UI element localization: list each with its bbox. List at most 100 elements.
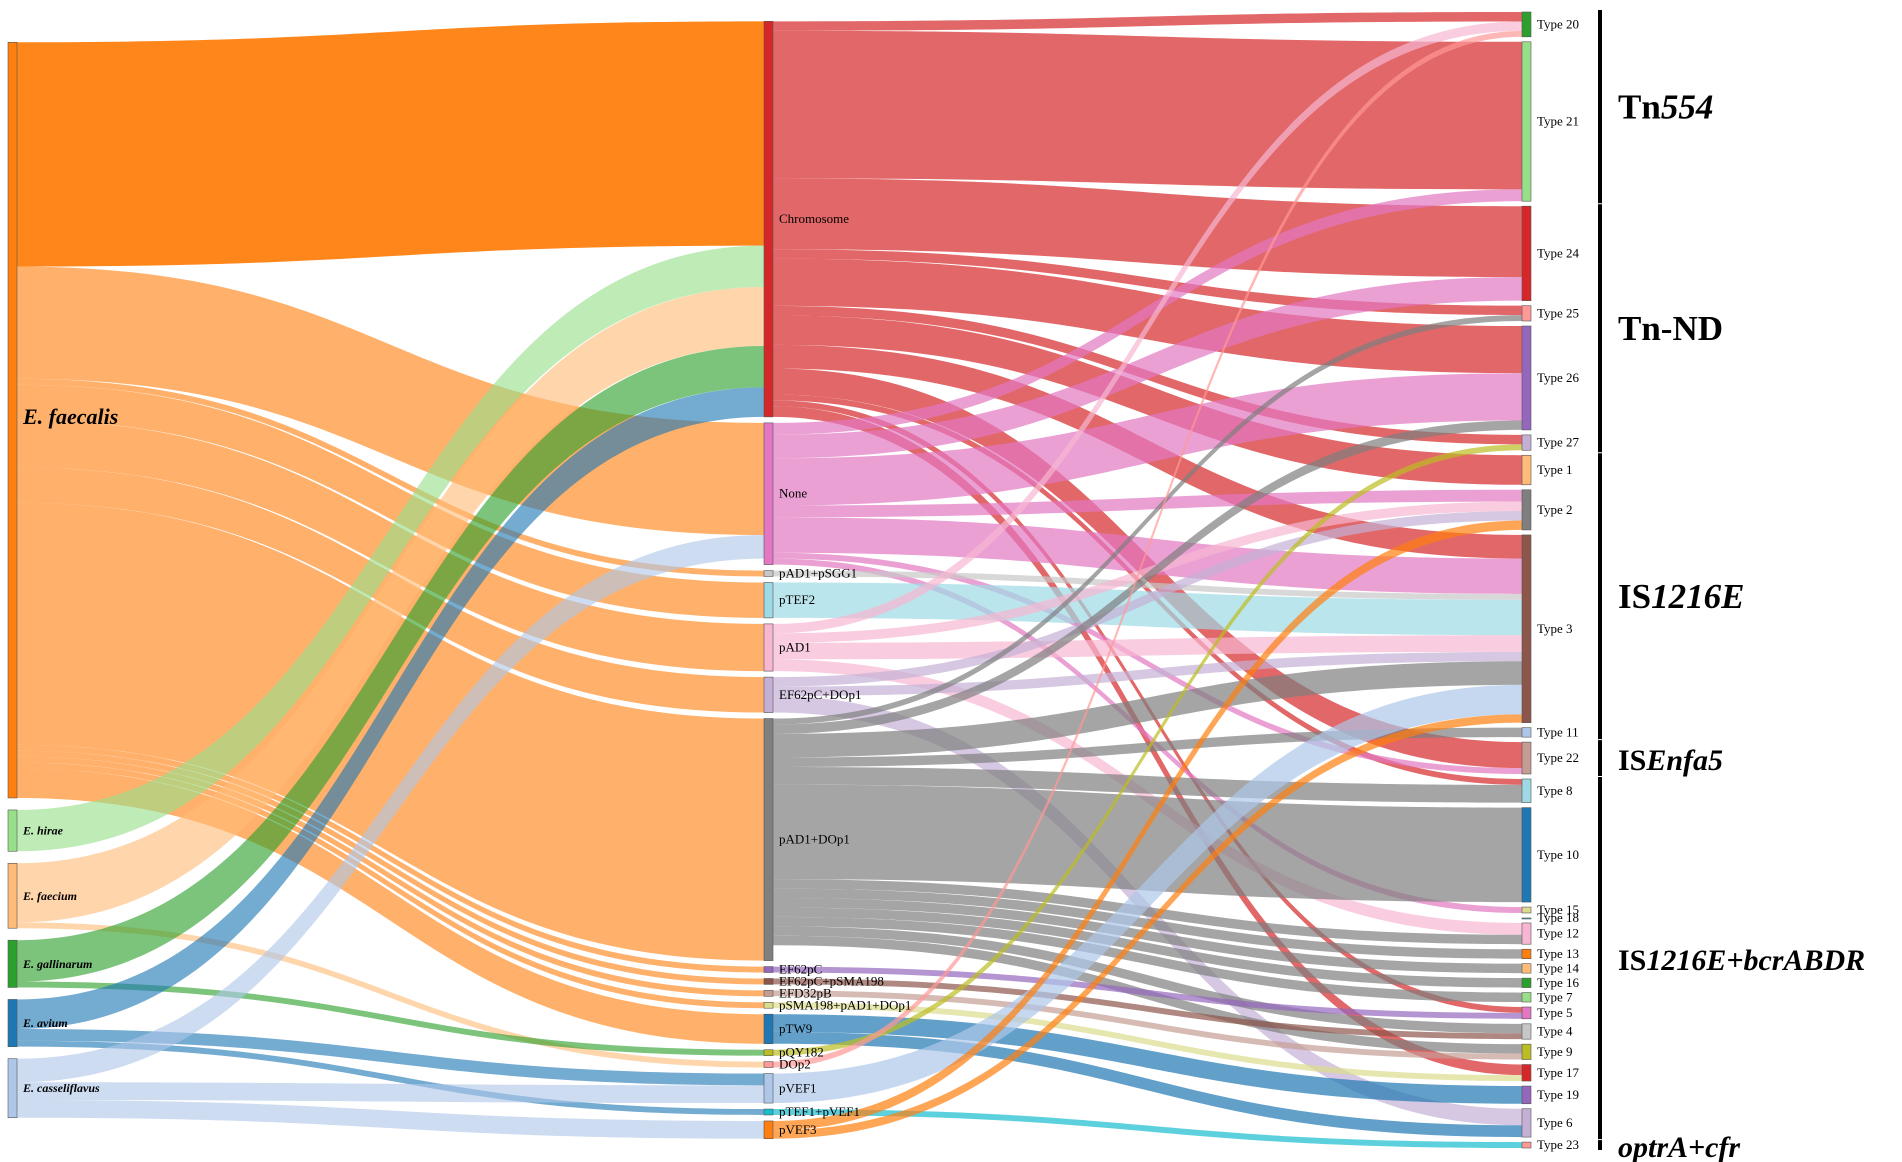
label-t12: Type 12 [1537,926,1579,941]
node-ef62pcpsma198 [763,978,774,985]
node-t26 [1521,325,1532,431]
label-t14: Type 14 [1537,960,1580,975]
node-ef62pcdop1 [763,676,774,713]
label-t13: Type 13 [1537,946,1579,961]
node-pvef1 [763,1073,774,1104]
flow-pad1dop1-to-t10 [773,784,1522,903]
node-pad1 [763,623,774,672]
flow-pad1-to-t2 [773,501,1522,643]
label-t22: Type 22 [1537,750,1579,765]
type-groups: Tn554 Tn-ND IS1216E ISEnfa5 IS1216E+bcrABDR o… [1598,10,1865,1162]
flow-egallinarum-to-chromosome [17,346,764,982]
sankey-nodes [7,11,1532,1149]
label-t23: Type 23 [1537,1137,1579,1152]
node-efd32pb [763,990,774,997]
node-t8 [1521,778,1532,803]
node-t12 [1521,922,1532,945]
flow-eavium-to-ptef1pvef1 [17,1040,764,1115]
flow-efaecalis-to-pad1psgg1 [17,378,764,577]
flow-efaecalis-to-ef62pcpsma198 [17,750,764,985]
node-t1 [1521,454,1532,486]
label-t25: Type 25 [1537,305,1579,320]
label-t16: Type 16 [1537,975,1580,990]
label-t9: Type 9 [1537,1044,1573,1059]
node-eavium [7,999,18,1047]
label-t10: Type 10 [1537,847,1579,862]
node-t17 [1521,1064,1532,1082]
node-egallinarum [7,939,18,988]
label-ef62pc: EF62pC [779,962,822,977]
node-t9 [1521,1043,1532,1060]
label-ef62pcpsma198: EF62pC+pSMA198 [779,973,884,988]
flow-ef62pc-to-t5 [773,966,1522,1019]
group-label-is1216ebcr: IS1216E+bcrABDR [1618,944,1865,977]
label-t11: Type 11 [1537,724,1579,739]
flow-pvef3-to-t3 [773,714,1522,1139]
flow-none-to-t15 [773,558,1522,913]
flow-efaecalis-to-efd32pb [17,756,764,997]
label-t15: Type 15 [1537,902,1579,917]
label-ptef2: pTEF2 [779,592,815,607]
node-t7 [1521,992,1532,1003]
flow-none-to-t3 [773,517,1522,594]
node-t27 [1521,434,1532,451]
node-t14 [1521,963,1532,974]
flow-chromosome-to-t24 [773,178,1522,278]
label-pad1: pAD1 [779,640,811,655]
flow-chromosome-to-t17 [773,406,1522,1076]
flow-ecasseliflavus-to-none [17,535,764,1083]
label-pvef3: pVEF3 [779,1122,817,1137]
flow-chromosome-to-t8 [773,394,1522,785]
label-egallinarum: E. gallinarum [22,957,92,971]
label-chromosome: Chromosome [779,211,849,226]
node-efaecium [7,862,18,929]
flow-chromosome-to-t25 [773,249,1522,316]
label-ptw9: pTW9 [779,1021,812,1036]
label-efd32pb: EFD32pB [779,985,832,1000]
group-label-isenfa5: ISEnfa5 [1618,744,1723,777]
node-t25 [1521,305,1532,322]
flow-ef62pcdop1-to-t2 [773,511,1522,687]
label-pad1psgg1: pAD1+pSGG1 [779,566,857,581]
flow-efaecalis-to-pad1dop1 [17,502,764,961]
flow-none-to-t21 [773,189,1522,435]
sankey-links [17,12,1522,1148]
flow-ecasseliflavus-to-pvef3 [17,1100,764,1139]
flow-none-to-t24 [773,277,1522,459]
flow-pad1dop1-to-t12 [773,879,1522,945]
flow-pad1dop1-to-t4 [773,926,1522,1034]
flow-ptw9-to-t6 [773,1031,1522,1138]
flow-dop2-to-t20 [773,30,1522,1068]
node-t20 [1521,11,1532,38]
node-t11 [1521,727,1532,738]
label-t24: Type 24 [1537,245,1580,260]
node-dop2 [763,1061,774,1068]
label-ef62pcdop1: EF62pC+DOp1 [779,687,861,702]
flow-pad1dop1-to-t3 [773,661,1522,758]
node-t18 [1521,917,1532,920]
node-t19 [1521,1085,1532,1105]
label-t27: Type 27 [1537,435,1580,450]
node-ehirae [7,809,18,852]
node-ecasseliflavus [7,1058,18,1119]
node-t10 [1521,807,1532,903]
label-t4: Type 4 [1537,1023,1573,1038]
flow-efaecalis-to-ptef2 [17,384,764,618]
node-t5 [1521,1006,1532,1020]
label-t20: Type 20 [1537,16,1579,31]
flow-eavium-to-pvef1 [17,1028,764,1086]
label-efaecalis: E. faecalis [22,404,118,429]
label-t8: Type 8 [1537,783,1573,798]
group-label-tnnd: Tn-ND [1618,309,1723,348]
flow-efaecium-to-chromosome [17,286,764,923]
group-label-is1216e: IS1216E [1618,577,1744,616]
label-t17: Type 17 [1537,1065,1580,1080]
node-ef62pc [763,966,774,973]
flow-efaecalis-to-chromosome [17,21,764,267]
flow-efaecalis-to-ef62pc [17,744,764,973]
label-t26: Type 26 [1537,370,1580,385]
label-dop2: DOp2 [779,1057,811,1072]
flow-chromosome-to-t21 [773,30,1522,190]
flow-pad1dop1-to-t16 [773,907,1522,988]
flow-none-to-t22 [773,552,1522,774]
